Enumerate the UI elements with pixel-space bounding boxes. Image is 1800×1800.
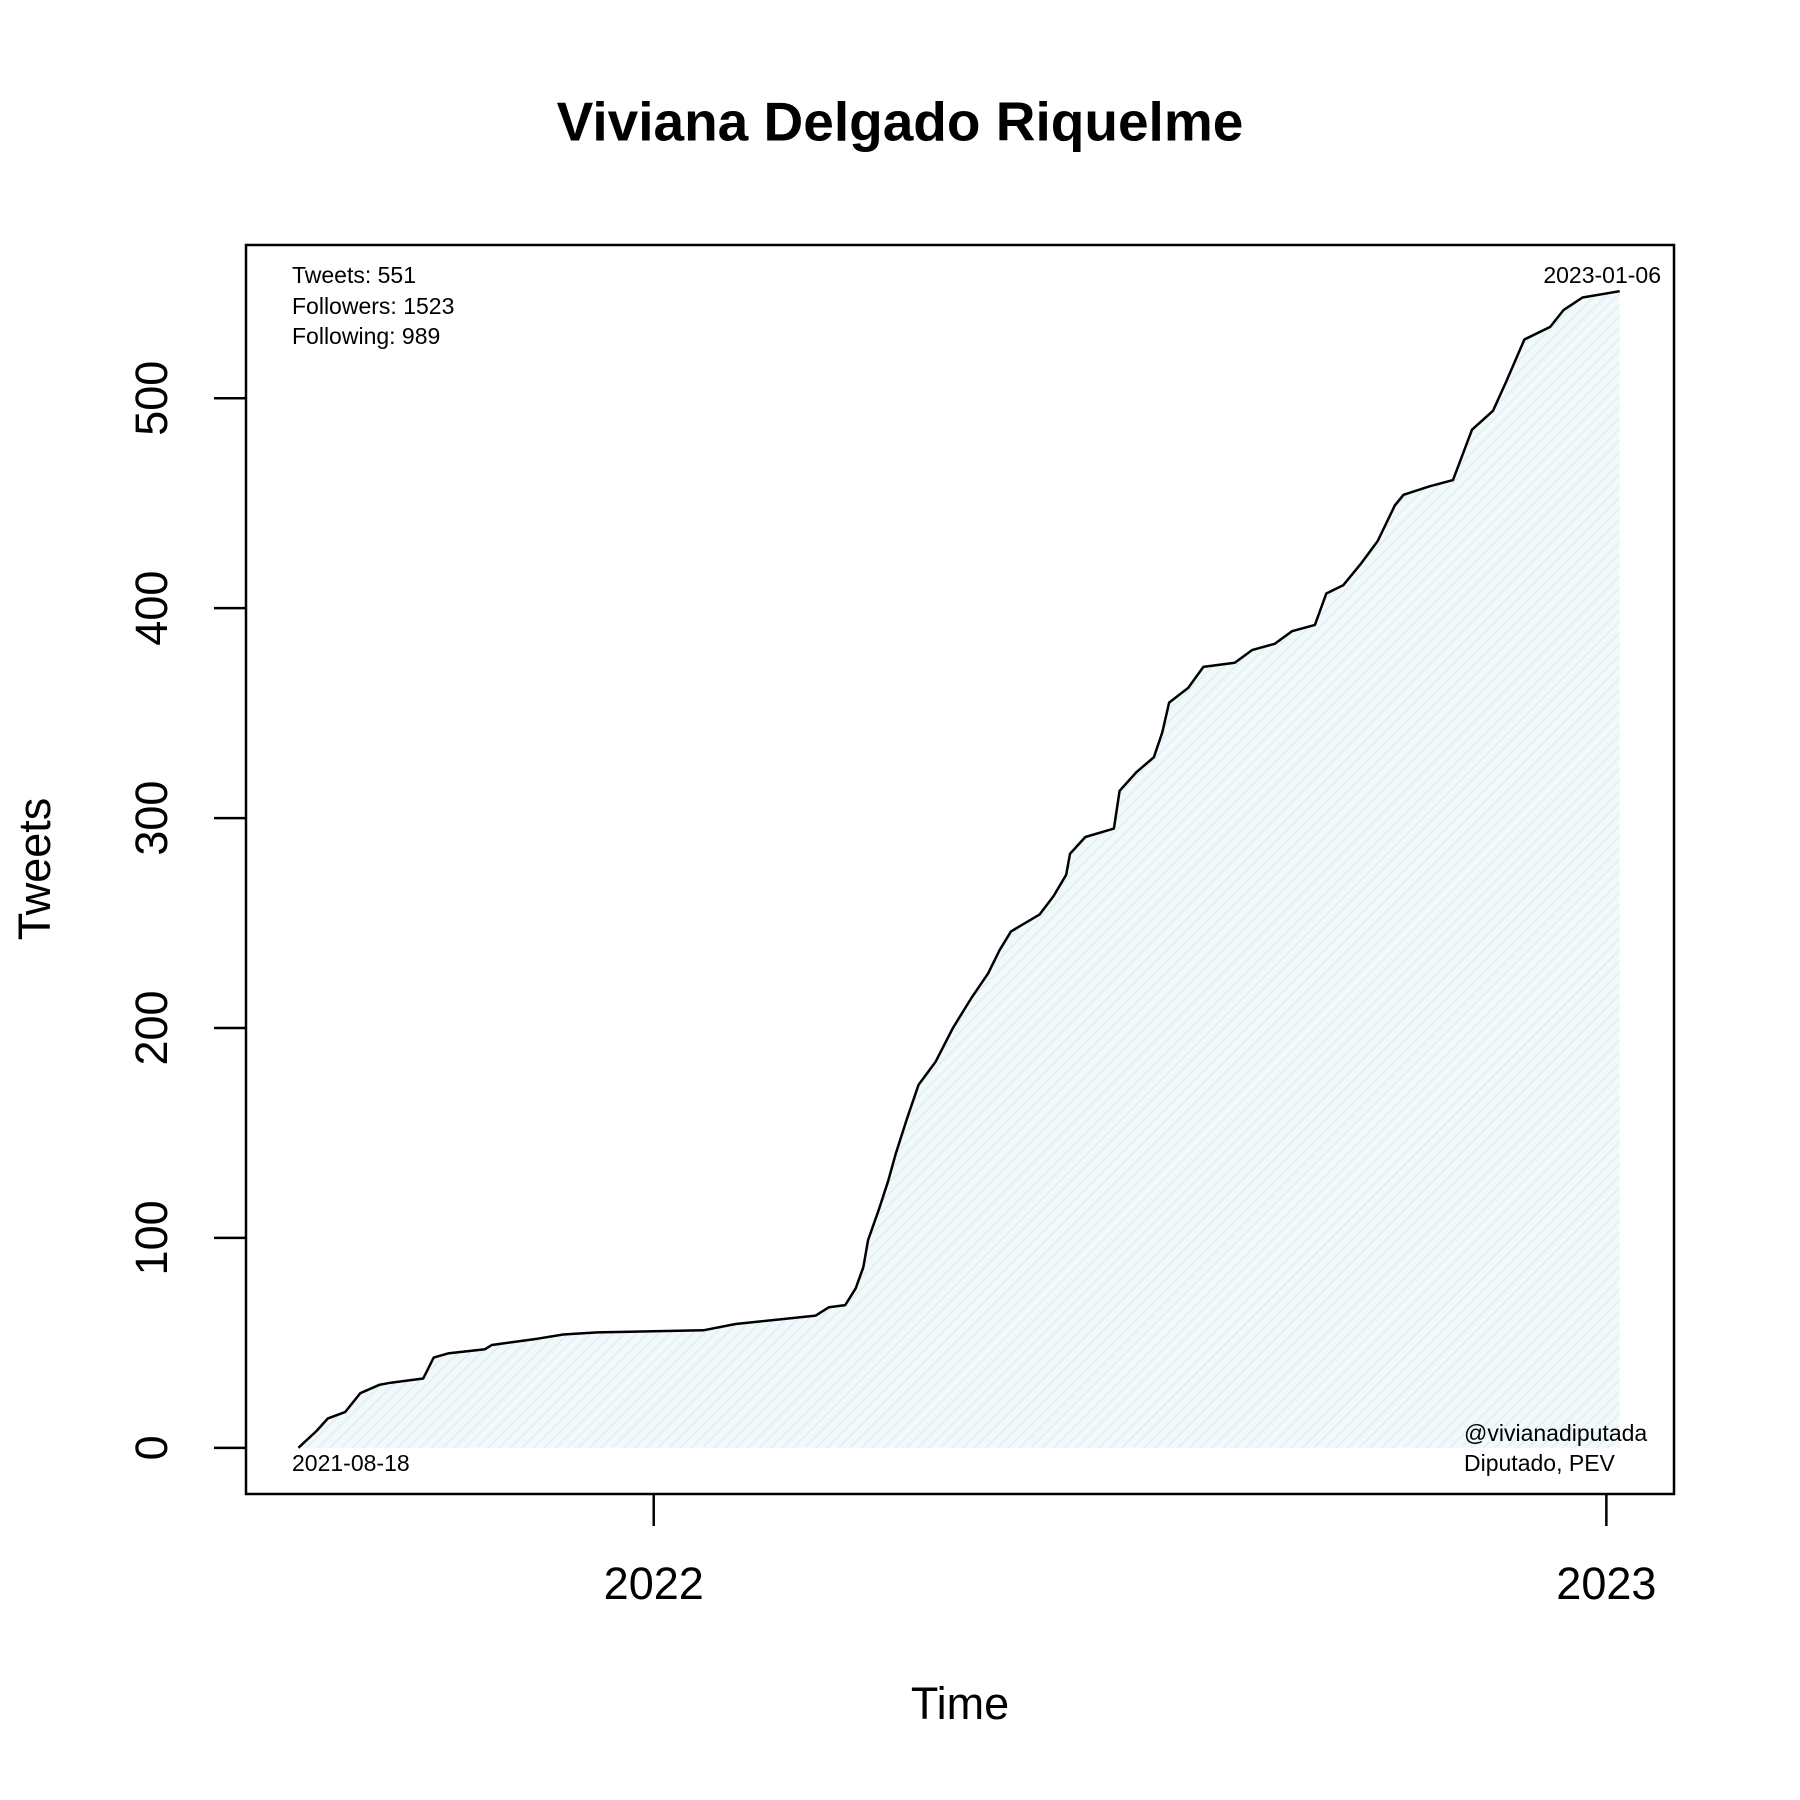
annotation: Followers: 1523 (292, 293, 454, 319)
chart-title: Viviana Delgado Riquelme (557, 91, 1244, 153)
annotation: Tweets: 551 (292, 262, 416, 288)
y-tick-label: 0 (126, 1435, 177, 1460)
x-axis-label: Time (911, 1678, 1009, 1729)
y-tick-label: 500 (126, 361, 177, 436)
line (297, 289, 1620, 1449)
annotation: 2021-08-18 (292, 1450, 410, 1476)
x-tick-label: 2022 (604, 1558, 704, 1609)
y-tick-label: 400 (126, 571, 177, 646)
annotation: @vivianadiputada (1464, 1420, 1647, 1446)
y-tick-label: 200 (126, 990, 177, 1065)
annotation: Diputado, PEV (1464, 1450, 1616, 1476)
x-tick-label: 2023 (1556, 1558, 1656, 1609)
annotation: 2023-01-06 (1543, 262, 1661, 288)
plot-frame (244, 243, 1676, 1496)
area-fill (298, 291, 1620, 1448)
annotation: Following: 989 (292, 323, 440, 349)
y-tick-label: 300 (126, 781, 177, 856)
y-axis-label: Tweets (9, 798, 60, 941)
y-tick-label: 100 (126, 1200, 177, 1275)
